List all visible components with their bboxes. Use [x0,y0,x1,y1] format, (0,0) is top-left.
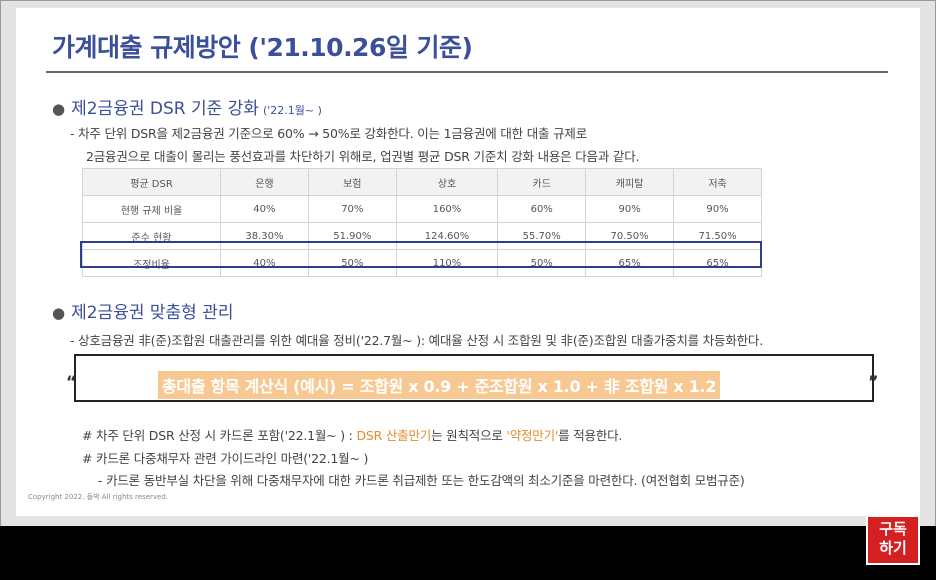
table-header-cell: 카드 [497,168,587,196]
section2-title: 제2금융권 맞춤형 관리 [71,303,234,323]
table-cell: 50% [307,249,397,277]
video-bottom-bar [0,526,936,580]
note-guideline: # 카드론 다중채무자 관련 가이드라인 마련('22.1월~ ) [82,451,369,466]
table-cell: 현행 규제 비율 [82,195,221,223]
subscribe-button[interactable]: 구독 하기 [866,515,920,565]
section1-heading: ● 제2금융권 DSR 기준 강화 ('22.1월~ ) [52,94,322,119]
slide-title: 가계대출 규제방안 ('21.10.26일 기준) [52,33,473,62]
table-cell: 50% [497,249,587,277]
table-cell: 90% [673,195,762,223]
section1-line2: 2금융권으로 대출이 몰리는 풍선효과를 차단하기 위해로, 업권별 평균 DS… [86,149,640,164]
open-quote-icon: “ [66,372,77,391]
copyright-text: Copyright 2022. 돌박 All rights reserved. [28,493,169,501]
section1-note: ('22.1월~ ) [262,104,322,117]
slide: 가계대출 규제방안 ('21.10.26일 기준) ● 제2금융권 DSR 기준 … [16,8,920,516]
table-cell: 40% [219,249,309,277]
formula-text: 총대출 항목 계산식 (예시) = 조합원 x 0.9 + 준조합원 x 1.0… [158,371,721,399]
table-cell: 65% [673,249,762,277]
note1-highlight-maturity: '약정만기' [506,428,559,443]
bullet-icon: ● [52,100,66,118]
note1-prefix: # 차주 단위 DSR 산정 시 카드론 포함('22.1월~ ) : [82,428,357,443]
table-cell: 55.70% [497,222,587,250]
table-header-cell: 캐피탈 [585,168,675,196]
table-cell: 60% [497,195,587,223]
subscribe-label-line2: 하기 [879,539,907,557]
section1-line1: - 차주 단위 DSR을 제2금융권 기준으로 60% → 50%로 강화한다.… [70,126,588,141]
table-cell: 40% [219,195,309,223]
close-quote-icon: ” [868,372,879,391]
table-header-cell: 평균 DSR [82,168,221,196]
section2-line1: - 상호금융권 非(준)조합원 대출관리를 위한 예대율 정비('22.7월~ … [70,333,764,348]
note1-highlight-dsr: DSR 산출만기 [356,428,432,443]
table-header-cell: 보험 [307,168,397,196]
title-divider [46,71,888,73]
table-header-row: 평균 DSR 은행 보험 상호 카드 캐피탈 저축 [82,168,762,196]
note1-suffix: 를 적용한다. [558,428,623,443]
table-cell: 90% [585,195,675,223]
table-cell: 160% [395,195,499,223]
table-cell: 110% [395,249,499,277]
formula-box [74,354,874,402]
table-row: 준수 현황 38.30% 51.90% 124.60% 55.70% 70.50… [82,222,762,250]
table-row: 현행 규제 비율 40% 70% 160% 60% 90% 90% [82,195,762,223]
bullet-icon: ● [52,304,66,322]
table-cell: 124.60% [395,222,499,250]
note1-middle: 는 원칙적으로 [431,428,507,443]
subscribe-label-line1: 구독 [879,520,907,538]
note-guideline-detail: - 카드론 동반부실 차단을 위해 다중채무자에 대한 카드론 취급제한 또는 … [98,473,745,488]
table-row-adjusted: 조정비율 40% 50% 110% 50% 65% 65% [82,249,762,277]
section2-heading: ● 제2금융권 맞춤형 관리 [52,298,233,323]
note-card-loan-dsr: # 차주 단위 DSR 산정 시 카드론 포함('22.1월~ ) : DSR … [82,425,622,444]
table-cell: 70.50% [585,222,675,250]
table-cell: 65% [585,249,675,277]
dsr-table: 평균 DSR 은행 보험 상호 카드 캐피탈 저축 현행 규제 비율 40% 7… [82,168,762,277]
table-header-cell: 은행 [219,168,309,196]
section1-title: 제2금융권 DSR 기준 강화 [71,99,259,119]
adjusted-row-highlight [80,241,762,268]
table-header-cell: 저축 [673,168,762,196]
table-header-cell: 상호 [395,168,499,196]
table-cell: 조정비율 [82,249,221,277]
table-cell: 70% [307,195,397,223]
table-cell: 준수 현황 [82,222,221,250]
